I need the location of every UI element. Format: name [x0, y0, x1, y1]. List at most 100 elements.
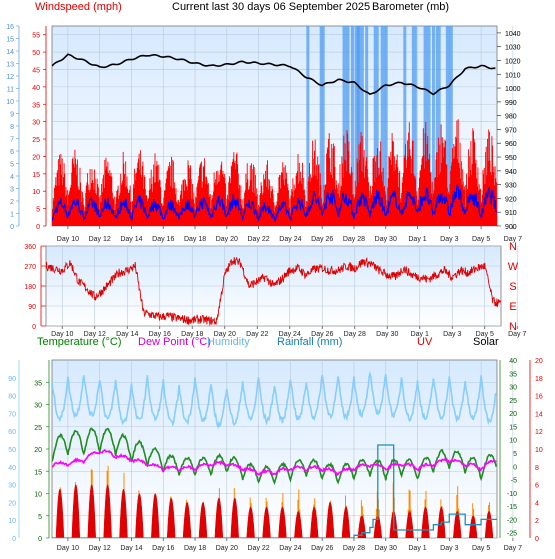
rain-marker-bar: [356, 26, 364, 226]
wind-ytick-label: 45: [32, 67, 40, 74]
wind-xtick-label: Day 3: [440, 236, 458, 243]
wind-outer-ytick-label: 8: [10, 124, 14, 131]
direction-xtick-label: Day 24: [279, 331, 301, 338]
wind-outer-ytick-label: 15: [6, 37, 14, 44]
temperature-ytick-label: 15: [34, 469, 42, 476]
wind-outer-ytick-label: 11: [7, 87, 14, 94]
direction-xtick-label: Day 20: [214, 331, 236, 338]
temperature-ytick-label: 20: [34, 447, 42, 454]
rain-marker-bar: [403, 26, 407, 226]
wind-xtick-label: Day 26: [311, 236, 333, 243]
uv-peak: [55, 488, 65, 538]
uv-ytick-label: 12: [535, 429, 543, 436]
compass-label: N: [509, 321, 517, 333]
direction-ytick-label: 90: [28, 304, 36, 311]
rain-marker-bar: [411, 26, 417, 226]
direction-xtick-label: Day 5: [476, 331, 494, 338]
barometer-ytick-label: 1040: [505, 31, 521, 38]
wind-xtick-label: Day 10: [57, 236, 79, 243]
humidity-ytick-label: 70: [8, 411, 16, 418]
barometer-ytick-label: 910: [505, 210, 517, 217]
uv-ytick-label: 20: [535, 358, 543, 365]
humidity-ytick-label: 40: [8, 465, 16, 472]
wind-outer-ytick-label: 7: [10, 137, 14, 144]
legend-temperature: Temperature (°C): [37, 336, 121, 348]
humidity-ytick-label: 30: [8, 483, 16, 490]
temperature-ytick-label: 5: [38, 514, 42, 521]
direction-grid: [46, 245, 518, 327]
temperature-xtick-label: Day 3: [440, 545, 458, 552]
uv-ytick-label: 18: [535, 376, 543, 383]
wind-outer-ytick-label: 12: [6, 74, 14, 81]
rainfall-line: [52, 444, 497, 538]
rain-marker-bar: [350, 26, 354, 226]
rainfall-ytick-label: 25: [509, 398, 517, 405]
uv-ytick-label: 0: [535, 536, 539, 543]
windspeed-axis-title: Windspeed (mph): [35, 1, 122, 13]
wind-xtick-label: Day 24: [279, 236, 301, 243]
temperature-xtick-label: Day 24: [279, 545, 301, 552]
uv-peak: [182, 502, 192, 538]
rain-marker-bar: [431, 26, 435, 226]
wind-xtick-label: Day 5: [472, 236, 490, 243]
wind-ytick-label: 0: [36, 224, 40, 231]
wind-xtick-label: Day 1: [408, 236, 426, 243]
direction-xtick-label: Day 26: [311, 331, 333, 338]
barometer-ytick-label: 1000: [505, 86, 521, 93]
wind-outer-ytick-label: 10: [6, 99, 14, 106]
wind-xtick-label: Day 12: [89, 236, 111, 243]
wind-ytick-label: 35: [32, 102, 40, 109]
rain-marker-bar: [342, 26, 350, 226]
wind-xtick-label: Day 14: [120, 236, 142, 243]
uv-peak: [484, 511, 494, 538]
rain-marker-bar: [306, 26, 310, 226]
wind-outer-ytick-label: 1: [10, 212, 14, 219]
uv-peak: [262, 506, 271, 538]
rainfall-ytick-label: 5: [513, 451, 517, 458]
wind-outer-ytick-label: 16: [6, 24, 14, 31]
barometer-ytick-label: 1030: [505, 45, 521, 52]
direction-series: [46, 256, 501, 326]
uv-ytick-label: 6: [535, 483, 539, 490]
rain-marker-bar: [319, 26, 325, 226]
wind-ytick-label: 50: [32, 50, 40, 57]
compass-label: S: [509, 281, 516, 293]
humidity-ytick-label: 60: [8, 429, 16, 436]
rainfall-ytick-label: 10: [509, 438, 517, 445]
wind-xtick-label: Day 20: [216, 236, 238, 243]
barometer-ytick-label: 970: [505, 127, 517, 134]
uv-peak: [135, 493, 144, 538]
temperature-ytick-label: 0: [38, 536, 42, 543]
uv-peak: [468, 515, 478, 538]
rain-marker-bar: [423, 26, 431, 226]
temperature-xtick-label: Day 1: [408, 545, 426, 552]
wind-average-line: [52, 184, 497, 223]
temperature-ytick-label: 30: [34, 403, 42, 410]
direction-xtick-label: Day 1: [411, 331, 429, 338]
uv-peak: [103, 484, 112, 538]
chart-title: Current last 30 days 06 September 2025: [172, 1, 370, 13]
temperature-ytick-label: 35: [34, 380, 42, 387]
barometer-ytick-label: 900: [505, 224, 517, 231]
barometer-ytick-label: 1020: [505, 58, 521, 65]
compass-label: N: [509, 241, 517, 253]
wind-xtick-label: Day 22: [248, 236, 270, 243]
legend-rainfall: Rainfall (mm): [277, 336, 342, 348]
uv-ytick-label: 16: [535, 394, 543, 401]
wind-outer-ytick-label: 4: [10, 174, 14, 181]
wind-xtick-label: Day 28: [343, 236, 365, 243]
temperature-xtick-label: Day 26: [311, 545, 333, 552]
dew-point-line: [52, 449, 497, 477]
direction-xtick-label: Day 10: [51, 331, 73, 338]
uv-peak: [246, 506, 255, 538]
rainfall-ytick-label: 20: [509, 411, 517, 418]
rain-marker-bar: [380, 26, 388, 226]
legend-uv: UV: [417, 336, 433, 348]
temperature-xtick-label: Day 12: [89, 545, 111, 552]
uv-peak: [405, 511, 414, 538]
direction-xtick-label: Day 22: [246, 331, 268, 338]
barometer-ytick-label: 950: [505, 155, 517, 162]
uv-peak: [151, 493, 160, 538]
barometer-line: [52, 53, 496, 96]
